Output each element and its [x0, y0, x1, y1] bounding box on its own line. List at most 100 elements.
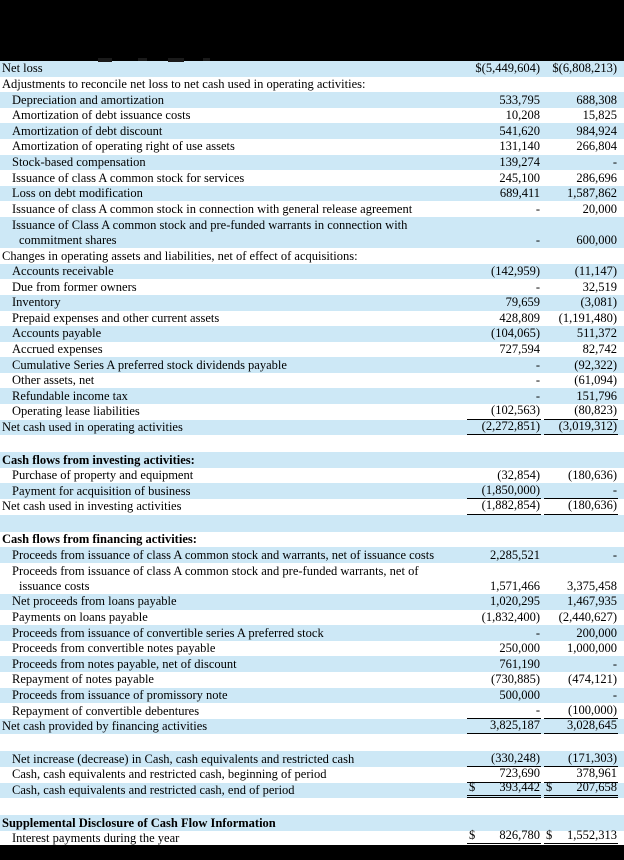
value-col1: -	[467, 233, 541, 248]
value-col1: (104,065)	[467, 326, 541, 341]
amount: 245,100	[499, 170, 540, 185]
redaction-remnant	[138, 58, 147, 61]
row-label: Refundable income tax	[12, 388, 128, 403]
amount: 1,000,000	[567, 641, 617, 656]
redaction-remnant	[203, 58, 210, 61]
amount: (180,636)	[568, 468, 617, 483]
amount: (100,000)	[568, 702, 617, 717]
amount: 600,000	[576, 232, 617, 247]
value-col1: 541,620	[467, 124, 541, 139]
amount: (104,065)	[491, 326, 540, 341]
row-label: Cash flows from investing activities:	[2, 452, 195, 467]
amount: (474,121)	[568, 672, 617, 687]
value-col2: 286,696	[544, 171, 618, 186]
amount: 1,020,295	[490, 594, 540, 609]
value-col2: 688,308	[544, 93, 618, 108]
table-row: Payment for acquisition of business (1,85…	[0, 482, 624, 500]
amount: -	[535, 201, 540, 216]
value-col1: (1,882,854)	[467, 498, 541, 515]
table-row: Repayment of convertible debentures - (100…	[0, 703, 624, 719]
value-col2: (180,636)	[544, 468, 618, 483]
amount: 541,620	[499, 123, 540, 138]
row-label: Supplemental Disclosure of Cash Flow Inf…	[2, 815, 276, 830]
table-row: Stock-based compensation 139,274 -	[0, 154, 624, 171]
amount: -	[535, 279, 540, 294]
row-label-line2: issuance costs	[19, 578, 90, 593]
dollar-sign: $	[469, 779, 476, 794]
row-label: Net cash used in operating activities	[2, 420, 183, 435]
value-col2: (61,094)	[544, 373, 618, 388]
table-row: Refundable income tax - 151,796	[0, 388, 624, 405]
row-label: Accrued expenses	[12, 342, 103, 357]
value-col1: 139,274	[467, 155, 541, 170]
value-col2: (1,191,480)	[544, 311, 618, 326]
value-col2: 600,000	[544, 233, 618, 248]
amount: 15,825	[582, 108, 617, 123]
row-label: Adjustments to reconcile net loss to net…	[2, 76, 366, 91]
amount: 688,308	[576, 92, 617, 107]
amount: (3,081)	[580, 295, 617, 310]
table-row: Net increase (decrease) in Cash, cash eq…	[0, 751, 624, 767]
row-label: Payments on loans payable	[12, 609, 148, 624]
value-col2: 1,000,000	[544, 641, 618, 656]
spacer-row	[0, 798, 624, 815]
value-col2: 266,804	[544, 139, 618, 154]
value-col2: 200,000	[544, 626, 618, 641]
row-label: Due from former owners	[12, 279, 137, 294]
value-col1: -	[467, 703, 541, 719]
amount: 151,796	[576, 388, 617, 403]
table-row: Proceeds from issuance of promissory not…	[0, 687, 624, 704]
row-label: Cash, cash equivalents and restricted ca…	[12, 767, 327, 782]
value-col2: (11,147)	[544, 264, 618, 279]
row-label: Amortization of debt discount	[12, 123, 163, 138]
table-row: Interest payments during the year $826,78…	[0, 828, 624, 847]
row-label: Prepaid expenses and other current asset…	[12, 310, 220, 325]
value-col2: (2,440,627)	[544, 610, 618, 625]
table-row: Cash flows from investing activities:	[0, 452, 624, 468]
value-col1: $826,780	[467, 828, 541, 847]
value-col1: 533,795	[467, 93, 541, 108]
row-label: Proceeds from issuance of class A common…	[12, 547, 435, 562]
row-label: Inventory	[12, 295, 61, 310]
table-row: Accounts payable (104,065) 511,372	[0, 326, 624, 342]
amount: (32,854)	[497, 468, 540, 483]
table-row: Due from former owners - 32,519	[0, 279, 624, 295]
amount: 428,809	[499, 310, 540, 325]
value-col1: 723,690	[467, 766, 541, 783]
amount: (730,885)	[491, 672, 540, 687]
value-col1: (730,885)	[467, 672, 541, 687]
row-label: Loss on debt modification	[12, 186, 143, 201]
value-col1: 500,000	[467, 688, 541, 703]
value-col1: 1,020,295	[467, 594, 541, 609]
value-col2: 984,924	[544, 124, 618, 139]
row-label: Interest payments during the year	[12, 831, 180, 846]
row-label: Cash, cash equivalents and restricted ca…	[12, 782, 295, 797]
value-col2: $1,552,313	[544, 828, 618, 847]
value-col2: 1,467,935	[544, 594, 618, 609]
redacted-footer	[0, 845, 624, 860]
amount: 3,825,187	[490, 718, 540, 733]
amount: 533,795	[499, 92, 540, 107]
table-row: Net cash provided by financing activitie…	[0, 718, 624, 735]
table-row: Proceeds from issuance of class A common…	[0, 547, 624, 563]
value-col1: 761,190	[467, 657, 541, 672]
amount: 200,000	[576, 625, 617, 640]
amount: 1,571,466	[490, 578, 540, 593]
row-label: Accounts payable	[12, 326, 102, 341]
amount: -	[535, 702, 540, 717]
amount: (102,563)	[491, 403, 540, 418]
amount: (80,823)	[574, 403, 617, 418]
value-col2: $207,658	[544, 780, 618, 799]
value-col2: 511,372	[544, 326, 618, 341]
amount: (1,850,000)	[481, 482, 540, 497]
value-col2: (171,303)	[544, 751, 618, 767]
table-row: Accounts receivable (142,959) (11,147)	[0, 263, 624, 280]
value-col2: 15,825	[544, 108, 618, 123]
value-col1: $(5,449,604)	[467, 61, 541, 76]
row-label: Cumulative Series A preferred stock divi…	[12, 357, 287, 372]
amount: 79,659	[505, 295, 540, 310]
table-row: Prepaid expenses and other current asset…	[0, 311, 624, 327]
amount: (171,303)	[568, 750, 617, 765]
row-label: Proceeds from issuance of promissory not…	[12, 687, 228, 702]
amount: 3,375,458	[567, 578, 617, 593]
